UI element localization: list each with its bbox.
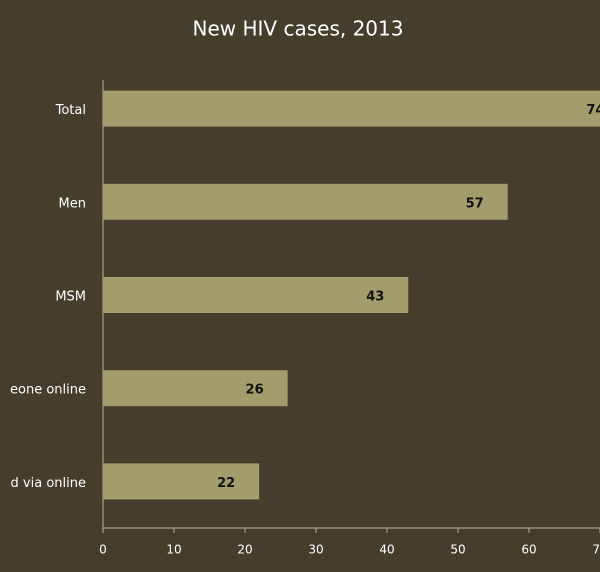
x-tick-label: 10 — [166, 543, 181, 557]
value-label: 74 — [586, 103, 600, 118]
y-tick-label: Men — [59, 196, 86, 211]
x-tick-label: 40 — [379, 543, 394, 557]
value-label: 57 — [466, 196, 484, 211]
bar — [103, 463, 260, 500]
x-tick-label: 0 — [99, 543, 107, 557]
x-tick-label: 30 — [308, 543, 323, 557]
value-label: 26 — [246, 383, 264, 398]
bar — [103, 90, 600, 127]
bar — [103, 370, 288, 407]
value-label: 43 — [366, 290, 384, 305]
chart-title: New HIV cases, 2013 — [193, 17, 404, 41]
y-tick-label: MSM — [55, 290, 86, 305]
bar — [103, 277, 409, 313]
y-tick-label: eone online — [10, 383, 86, 398]
value-label: 22 — [217, 476, 235, 491]
x-tick-label: 50 — [450, 543, 465, 557]
x-tick-label: 60 — [521, 543, 536, 557]
bar — [103, 183, 508, 220]
x-tick-label: 20 — [237, 543, 252, 557]
y-tick-label: Total — [55, 103, 86, 118]
x-tick-label: 70 — [592, 543, 600, 557]
y-tick-label: d via online — [11, 476, 86, 491]
